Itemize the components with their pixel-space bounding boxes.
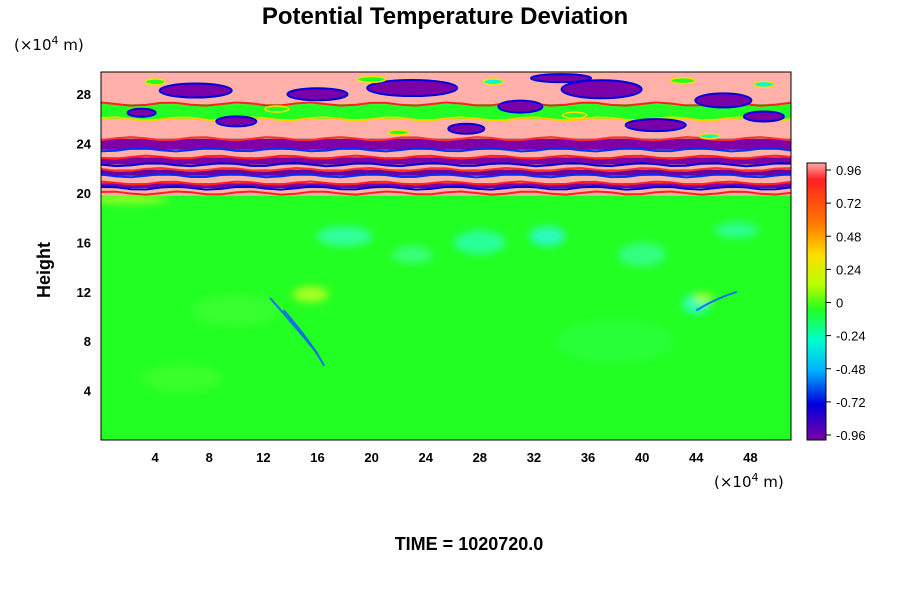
field-swirl bbox=[191, 294, 282, 327]
field-spot bbox=[753, 80, 775, 89]
field-warm-patch bbox=[292, 286, 329, 303]
field-negative-blob bbox=[497, 99, 544, 114]
field-spot bbox=[670, 76, 696, 85]
x-tick-label: 4 bbox=[152, 450, 160, 465]
y-tick-label: 16 bbox=[77, 235, 91, 250]
colorbar-tick-label: 0.72 bbox=[836, 196, 861, 211]
field-band bbox=[101, 169, 791, 176]
field-filament bbox=[695, 290, 738, 312]
colorbar-tick-label: -0.72 bbox=[836, 395, 866, 410]
x-tick-label: 8 bbox=[206, 450, 213, 465]
field-warm-patch bbox=[101, 195, 169, 204]
plot-frame bbox=[100, 71, 792, 441]
field-band bbox=[101, 118, 791, 139]
y-tick-label: 20 bbox=[77, 186, 91, 201]
field-warm-patch bbox=[693, 292, 714, 303]
x-tick-label: 36 bbox=[581, 450, 595, 465]
field-spot bbox=[264, 105, 290, 113]
field-swirl bbox=[555, 319, 676, 364]
field-band bbox=[101, 138, 791, 150]
field-negative-blob bbox=[447, 122, 486, 135]
field-contour bbox=[101, 166, 791, 173]
field-swirl bbox=[529, 226, 566, 247]
chart-title: Potential Temperature Deviation bbox=[262, 3, 628, 30]
colorbar-tick-labels: 0.96 0.72 0.48 0.24 0 -0.24 -0.48 -0.72 -0.96 bbox=[826, 163, 866, 443]
y-axis-unit: (×104 m) bbox=[14, 34, 84, 54]
field-negative-blob bbox=[742, 110, 785, 123]
x-tick-label: 40 bbox=[635, 450, 649, 465]
colorbar-tick-label: 0.96 bbox=[836, 163, 861, 178]
y-axis-label: Height bbox=[34, 242, 54, 298]
field-negative-blob bbox=[126, 107, 157, 118]
field-negative-blob bbox=[158, 82, 233, 99]
field-swirl bbox=[714, 222, 759, 239]
field-contour bbox=[101, 180, 791, 186]
colorbar-tick-label: 0.48 bbox=[836, 229, 861, 244]
x-tick-label: 20 bbox=[364, 450, 378, 465]
field-spot bbox=[482, 78, 505, 86]
field-negative-blob bbox=[530, 73, 592, 84]
field-negative-blob bbox=[286, 87, 349, 102]
field-contour bbox=[101, 173, 791, 179]
field-spot bbox=[561, 111, 588, 119]
field-negative-blob bbox=[624, 118, 687, 133]
plot-area bbox=[101, 72, 791, 440]
colorbar-tick-label: -0.24 bbox=[836, 329, 866, 344]
y-tick-label: 12 bbox=[77, 285, 91, 300]
y-tick-labels: 4 8 12 16 20 24 28 bbox=[77, 87, 92, 398]
y-tick-label: 4 bbox=[84, 384, 92, 399]
field-contour bbox=[101, 162, 791, 168]
field-contour bbox=[101, 190, 791, 196]
field-contour bbox=[101, 147, 791, 153]
x-tick-label: 16 bbox=[310, 450, 324, 465]
x-tick-label: 12 bbox=[256, 450, 270, 465]
field-filaments bbox=[269, 290, 738, 367]
x-axis-unit: (×104 m) bbox=[714, 471, 784, 491]
colorbar-tick-label: 0.24 bbox=[836, 262, 861, 277]
field-band bbox=[101, 175, 791, 184]
field-contour bbox=[101, 154, 791, 160]
x-tick-label: 48 bbox=[743, 450, 757, 465]
x-tick-label: 24 bbox=[418, 450, 433, 465]
x-tick-labels: 4 8 12 16 20 24 28 32 36 40 44 48 bbox=[152, 450, 758, 465]
upper-band-layer bbox=[101, 72, 791, 196]
field-spot bbox=[356, 75, 387, 84]
colorbar-tick-label: 0 bbox=[836, 296, 843, 311]
y-tick-label: 28 bbox=[77, 87, 91, 102]
field-negative-blob bbox=[694, 92, 753, 109]
field-spot bbox=[699, 132, 721, 140]
x-tick-label: 28 bbox=[473, 450, 487, 465]
colorbar: 0.96 0.72 0.48 0.24 0 -0.24 -0.48 -0.72 -0.96 bbox=[806, 162, 866, 443]
x-tick-label: 32 bbox=[527, 450, 541, 465]
field-swirl bbox=[316, 226, 373, 247]
colorbar-gradient bbox=[806, 162, 827, 441]
field-swirl bbox=[618, 242, 667, 267]
field-contour bbox=[101, 185, 791, 191]
field-band bbox=[101, 183, 791, 189]
field-features bbox=[101, 72, 791, 393]
field-contour bbox=[101, 116, 791, 122]
time-label: TIME = 1020720.0 bbox=[395, 534, 544, 554]
y-tick-label: 8 bbox=[84, 334, 91, 349]
field-negative-blob bbox=[560, 79, 643, 100]
field-contour bbox=[101, 136, 791, 142]
colorbar-tick-label: -0.96 bbox=[836, 428, 866, 443]
field-band bbox=[101, 164, 791, 170]
field-swirl bbox=[142, 364, 223, 393]
field-band bbox=[101, 157, 791, 165]
x-tick-label: 44 bbox=[689, 450, 704, 465]
field-swirl bbox=[392, 245, 433, 264]
field-negative-blob bbox=[215, 115, 258, 128]
y-tick-label: 24 bbox=[77, 137, 92, 152]
field-filament bbox=[282, 309, 326, 367]
field-negative-blob bbox=[366, 79, 459, 98]
field-band bbox=[101, 149, 791, 158]
field-swirl bbox=[453, 230, 506, 255]
field-spot bbox=[387, 129, 410, 136]
field-spot bbox=[144, 78, 166, 86]
colorbar-tick-label: -0.48 bbox=[836, 362, 866, 377]
field-contour bbox=[101, 101, 791, 107]
lower-layer-swirls bbox=[101, 195, 759, 393]
